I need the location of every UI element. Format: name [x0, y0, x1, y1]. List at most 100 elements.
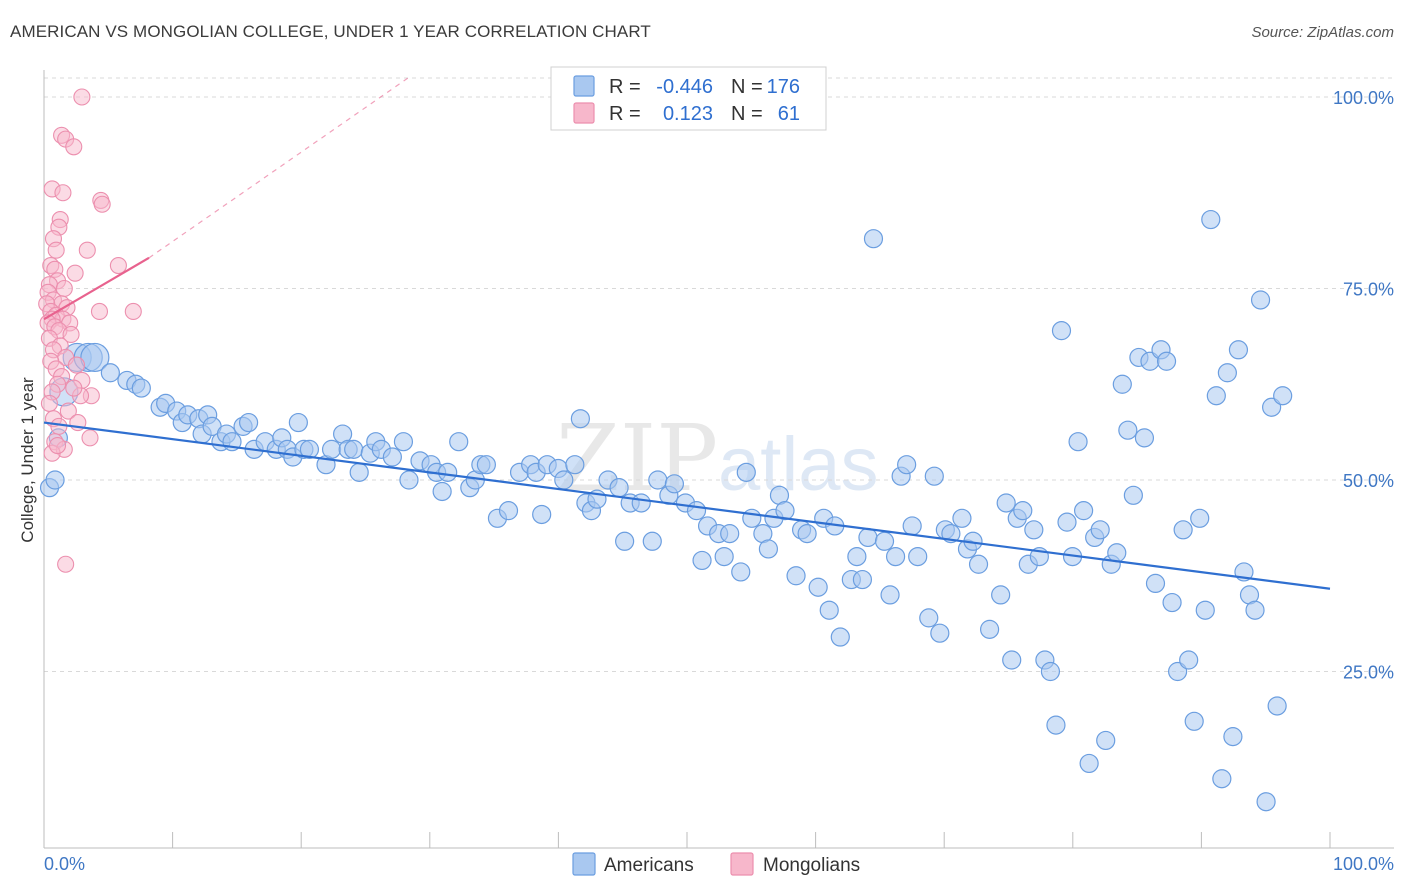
- point-americans-150: [1134, 428, 1155, 448]
- point-americans-43: [382, 447, 402, 467]
- point-mongolians-24: [90, 302, 109, 321]
- legend-r-value-americans: -0.446: [656, 76, 713, 98]
- point-americans-96: [797, 524, 817, 544]
- point-americans-93: [775, 501, 795, 521]
- point-americans-114: [919, 608, 939, 628]
- point-mongolians-12: [47, 241, 65, 259]
- series-americans-points: [39, 209, 1293, 812]
- trend-line-mongolians-extension: [148, 77, 409, 259]
- point-mongolians-27: [124, 302, 142, 321]
- legend-box: R = -0.446 N = 176 R = 0.123 N = 61: [550, 66, 827, 131]
- legend-n-label-americans: N =: [731, 76, 763, 98]
- point-americans-45: [399, 470, 419, 490]
- legend-frame: [550, 66, 827, 131]
- bottom-legend-label-americans: Americans: [604, 855, 694, 876]
- point-americans-51: [449, 432, 469, 452]
- point-americans-80: [686, 501, 707, 521]
- point-americans-166: [1223, 727, 1243, 747]
- point-americans-85: [720, 524, 740, 544]
- trend-line-mongolians: [43, 256, 150, 321]
- legend-r-label-mongolians: R =: [609, 103, 641, 125]
- point-americans-108: [880, 585, 900, 605]
- point-americans-145: [1107, 543, 1127, 563]
- x-tick-label-max: 100.0%: [1333, 854, 1394, 874]
- grid: [44, 77, 1394, 672]
- point-americans-61: [532, 504, 552, 525]
- legend-n-value-americans: 176: [767, 76, 800, 98]
- point-americans-71: [609, 478, 629, 498]
- point-mongolians-7: [93, 195, 111, 213]
- point-americans-38: [344, 439, 364, 459]
- point-americans-72: [615, 531, 635, 551]
- point-americans-65: [565, 455, 585, 475]
- point-americans-86: [731, 562, 751, 582]
- point-americans-119: [952, 508, 972, 528]
- point-americans-126: [1002, 650, 1022, 670]
- chart-title: AMERICAN VS MONGOLIAN COLLEGE, UNDER 1 Y…: [10, 22, 651, 41]
- point-americans-146: [1112, 374, 1132, 394]
- legend-n-label-mongolians: N =: [731, 103, 763, 125]
- point-americans-94: [786, 566, 806, 586]
- point-americans-97: [808, 577, 828, 597]
- point-americans-116: [930, 623, 950, 643]
- point-americans-7: [100, 363, 120, 383]
- point-americans-112: [902, 516, 922, 536]
- point-americans-143: [1096, 730, 1116, 751]
- point-americans-88: [742, 508, 762, 528]
- point-americans-158: [1179, 650, 1199, 670]
- point-americans-55: [476, 455, 496, 475]
- point-americans-154: [1156, 351, 1177, 371]
- point-americans-165: [1217, 363, 1237, 383]
- chart-source: Source: ZipAtlas.com: [1251, 24, 1394, 41]
- legend-swatch-mongolians: [573, 102, 595, 124]
- point-americans-157: [1173, 520, 1193, 540]
- point-americans-161: [1195, 600, 1215, 620]
- point-mongolians-50: [59, 402, 77, 420]
- y-axis-label: College, Under 1 year: [18, 377, 37, 543]
- point-mongolians-35: [62, 325, 80, 344]
- point-americans-113: [908, 546, 928, 567]
- point-americans-106: [863, 229, 884, 249]
- point-americans-84: [714, 546, 734, 567]
- point-americans-155: [1162, 592, 1182, 613]
- point-americans-99: [819, 600, 839, 620]
- point-americans-140: [1079, 753, 1099, 774]
- point-americans-107: [874, 531, 895, 551]
- point-americans-172: [1256, 792, 1276, 812]
- point-americans-163: [1206, 386, 1226, 406]
- point-americans-174: [1267, 696, 1287, 716]
- point-americans-78: [664, 474, 684, 494]
- point-americans-135: [1051, 321, 1072, 341]
- point-americans-87: [736, 462, 756, 482]
- point-americans-109: [885, 546, 906, 567]
- point-americans-50: [438, 462, 458, 482]
- point-mongolians-5: [54, 184, 72, 202]
- point-americans-139: [1074, 501, 1094, 521]
- point-americans-130: [1024, 520, 1044, 540]
- bottom-legend-swatch-americans: [572, 852, 596, 876]
- point-americans-175: [1273, 386, 1293, 406]
- y-tick-label-75: 75.0%: [1343, 280, 1394, 300]
- point-americans-170: [1245, 600, 1265, 620]
- point-mongolians-15: [109, 256, 127, 275]
- point-mongolians-49: [40, 394, 58, 412]
- point-americans-171: [1250, 290, 1271, 310]
- bottom-legend-swatch-mongolians: [730, 852, 754, 876]
- point-americans-44: [393, 432, 414, 452]
- series-mongolians-points: [38, 88, 142, 573]
- point-americans-152: [1145, 573, 1166, 594]
- point-mongolians-41: [67, 356, 86, 374]
- point-americans-10: [131, 378, 151, 398]
- legend-swatch-americans: [573, 75, 595, 97]
- point-americans-136: [1057, 512, 1077, 532]
- bottom-legend-label-mongolians: Mongolians: [763, 855, 860, 876]
- point-americans-31: [288, 412, 308, 433]
- point-americans-167: [1228, 340, 1249, 360]
- legend-n-value-mongolians: 61: [778, 103, 800, 125]
- point-americans-103: [847, 546, 867, 567]
- point-americans-147: [1118, 420, 1138, 440]
- point-americans-64: [554, 470, 574, 490]
- point-americans-76: [648, 470, 668, 490]
- point-mongolians-58: [48, 436, 67, 455]
